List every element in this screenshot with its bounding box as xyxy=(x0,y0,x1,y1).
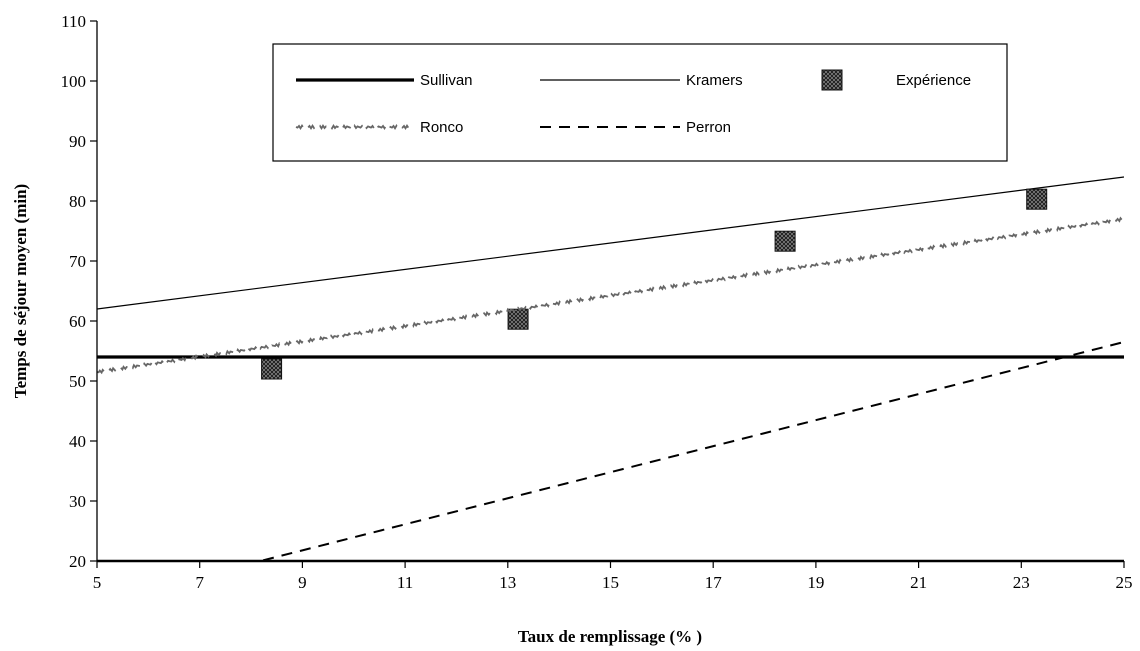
x-tick-label: 11 xyxy=(397,573,413,592)
experience-point xyxy=(774,230,796,252)
y-tick-label: 70 xyxy=(69,252,86,271)
x-tick-label: 17 xyxy=(705,573,723,592)
legend-item-sullivan: Sullivan xyxy=(296,72,473,89)
legend-item-ronco: Ronco xyxy=(295,119,463,136)
y-tick-label: 110 xyxy=(61,12,86,31)
series-layer xyxy=(97,176,1124,561)
x-tick-label: 9 xyxy=(298,573,307,592)
experience-point xyxy=(261,358,283,380)
y-tick-label: 60 xyxy=(69,312,86,331)
y-tick-label: 30 xyxy=(69,492,86,511)
series-kramers xyxy=(97,176,1124,310)
series-experience xyxy=(261,188,1048,380)
legend-label: Expérience xyxy=(896,72,971,89)
ronco-line xyxy=(97,216,1124,375)
x-tick-label: 7 xyxy=(195,573,204,592)
kramers-line xyxy=(97,176,1124,310)
y-tick-label: 100 xyxy=(61,72,87,91)
x-tick-label: 23 xyxy=(1013,573,1030,592)
x-tick-label: 5 xyxy=(93,573,102,592)
experience-point xyxy=(507,308,529,330)
y-tick-label: 40 xyxy=(69,432,86,451)
y-axis-title: Temps de séjour moyen (min) xyxy=(11,184,30,398)
legend-label: Ronco xyxy=(420,119,463,136)
series-ronco xyxy=(97,216,1124,375)
x-tick-label: 25 xyxy=(1116,573,1133,592)
legend-box xyxy=(272,43,1008,162)
x-tick-label: 19 xyxy=(807,573,824,592)
x-tick-label: 21 xyxy=(910,573,927,592)
y-tick-label: 80 xyxy=(69,192,86,211)
legend-item-perron: Perron xyxy=(540,119,731,136)
legend-label: Sullivan xyxy=(420,72,473,89)
x-tick-label: 15 xyxy=(602,573,619,592)
y-tick-label: 90 xyxy=(69,132,86,151)
legend-item-kramers: Kramers xyxy=(540,72,743,89)
x-axis-title: Taux de remplissage (% ) xyxy=(518,627,702,646)
y-tick-label: 20 xyxy=(69,552,86,571)
legend-item-experience: Expérience xyxy=(821,69,971,91)
legend-label: Kramers xyxy=(686,72,743,89)
axes: 20 30 40 50 60 70 80 90 100 110 5 7 9 11 13 15 17 19 21 23 2… xyxy=(61,12,1133,592)
x-tick-label: 13 xyxy=(499,573,516,592)
experience-point xyxy=(1026,188,1048,210)
legend-swatch xyxy=(821,69,843,91)
legend-swatch xyxy=(295,123,414,131)
y-tick-label: 50 xyxy=(69,372,86,391)
perron-line xyxy=(256,341,1124,561)
legend: Sullivan Kramers Expérience Ronco Perron xyxy=(272,43,1008,162)
series-perron xyxy=(256,341,1124,561)
legend-label: Perron xyxy=(686,119,731,136)
